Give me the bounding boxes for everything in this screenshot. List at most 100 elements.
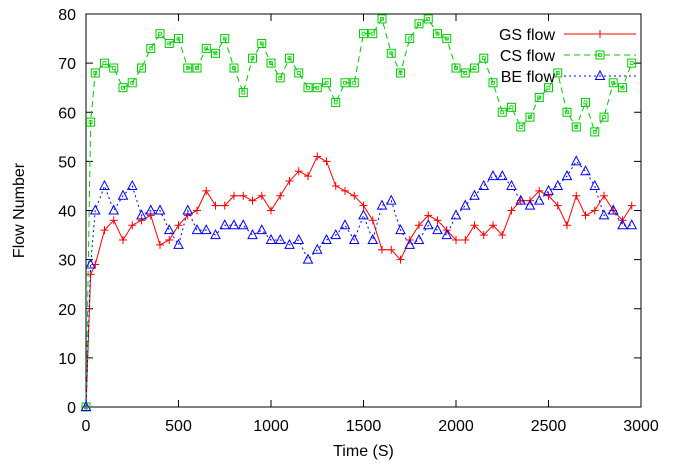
axis-ticks: 0 500 1000 1500 2000 2500 3000 0 10 20 30 40 50 60 70 8… xyxy=(58,7,659,435)
data-point xyxy=(561,170,573,181)
data-point xyxy=(461,235,470,244)
data-point xyxy=(219,219,231,230)
data-point xyxy=(423,14,433,24)
data-point xyxy=(156,240,164,249)
data-point xyxy=(294,68,304,78)
data-point xyxy=(265,233,277,244)
data-point xyxy=(276,191,285,200)
data-point xyxy=(183,63,193,73)
data-point xyxy=(433,29,442,39)
data-point xyxy=(174,34,183,44)
data-point xyxy=(470,221,479,230)
legend-swatch-marker xyxy=(595,50,605,60)
data-point xyxy=(385,194,397,205)
data-point xyxy=(311,243,323,254)
data-point xyxy=(119,235,127,244)
data-point xyxy=(239,191,248,200)
data-point xyxy=(487,170,499,181)
data-point xyxy=(86,117,96,127)
data-point xyxy=(127,78,137,88)
x-tick-label: 0 xyxy=(82,418,91,435)
data-point xyxy=(247,228,258,240)
y-tick-label: 20 xyxy=(58,302,76,319)
data-point xyxy=(359,201,368,210)
data-point xyxy=(229,63,239,73)
data-point xyxy=(303,83,313,93)
data-point xyxy=(368,29,378,39)
data-point xyxy=(507,206,516,215)
data-point xyxy=(211,48,220,58)
data-point xyxy=(304,172,312,181)
data-point xyxy=(349,78,359,88)
y-tick-label: 80 xyxy=(58,7,76,24)
data-point xyxy=(524,199,536,210)
data-point xyxy=(228,219,240,230)
data-point xyxy=(553,68,563,78)
legend-label: CS flow xyxy=(500,48,556,65)
data-point xyxy=(89,204,101,215)
x-tick-label: 2500 xyxy=(531,418,567,435)
data-point xyxy=(600,191,608,200)
data-point xyxy=(359,29,368,39)
data-point xyxy=(126,179,138,190)
data-point xyxy=(580,165,591,176)
data-point xyxy=(274,233,286,244)
data-point xyxy=(570,155,582,166)
data-point xyxy=(533,194,545,205)
data-point xyxy=(608,78,618,88)
data-point xyxy=(395,224,406,235)
data-point xyxy=(109,216,118,225)
data-point xyxy=(432,224,443,235)
legend: GS flow CS flow BE flow xyxy=(499,27,636,86)
data-point xyxy=(137,63,146,73)
data-point xyxy=(136,209,147,220)
data-point xyxy=(330,228,342,240)
data-point xyxy=(396,68,405,78)
data-point xyxy=(257,191,266,200)
data-point xyxy=(553,201,562,210)
data-point xyxy=(376,199,388,210)
data-point xyxy=(146,211,155,220)
data-point xyxy=(377,14,387,24)
data-point xyxy=(340,78,350,88)
data-point xyxy=(117,189,129,200)
data-point xyxy=(488,78,498,88)
data-point xyxy=(99,179,110,190)
data-point xyxy=(507,102,516,112)
data-point xyxy=(367,233,379,244)
data-point xyxy=(285,53,294,63)
legend-swatch-marker xyxy=(596,30,604,38)
data-point xyxy=(535,186,544,195)
data-point xyxy=(128,221,137,230)
data-point xyxy=(339,219,351,230)
data-point xyxy=(599,112,609,122)
data-point xyxy=(230,191,238,200)
data-point xyxy=(238,88,248,98)
data-point xyxy=(220,201,229,210)
y-tick-label: 10 xyxy=(58,351,76,368)
data-point xyxy=(91,260,100,269)
data-point xyxy=(469,189,480,200)
data-point xyxy=(294,167,303,176)
data-point xyxy=(478,179,490,190)
legend-label: GS flow xyxy=(499,27,555,44)
data-point xyxy=(284,238,295,249)
data-point xyxy=(516,122,526,132)
x-tick-label: 2000 xyxy=(438,418,474,435)
legend-item: CS flow xyxy=(500,48,636,65)
data-point xyxy=(414,19,424,29)
data-point xyxy=(322,157,331,166)
data-point xyxy=(441,228,453,240)
legend-item: GS flow xyxy=(499,27,636,44)
y-tick-label: 30 xyxy=(58,253,76,270)
data-point xyxy=(405,34,415,44)
data-point xyxy=(415,221,423,230)
data-point xyxy=(192,63,202,73)
data-point xyxy=(387,245,396,254)
data-point xyxy=(220,34,230,44)
data-point xyxy=(470,63,479,73)
data-point xyxy=(201,43,211,53)
data-point xyxy=(618,83,627,93)
data-point xyxy=(211,201,220,210)
data-point xyxy=(543,184,554,195)
